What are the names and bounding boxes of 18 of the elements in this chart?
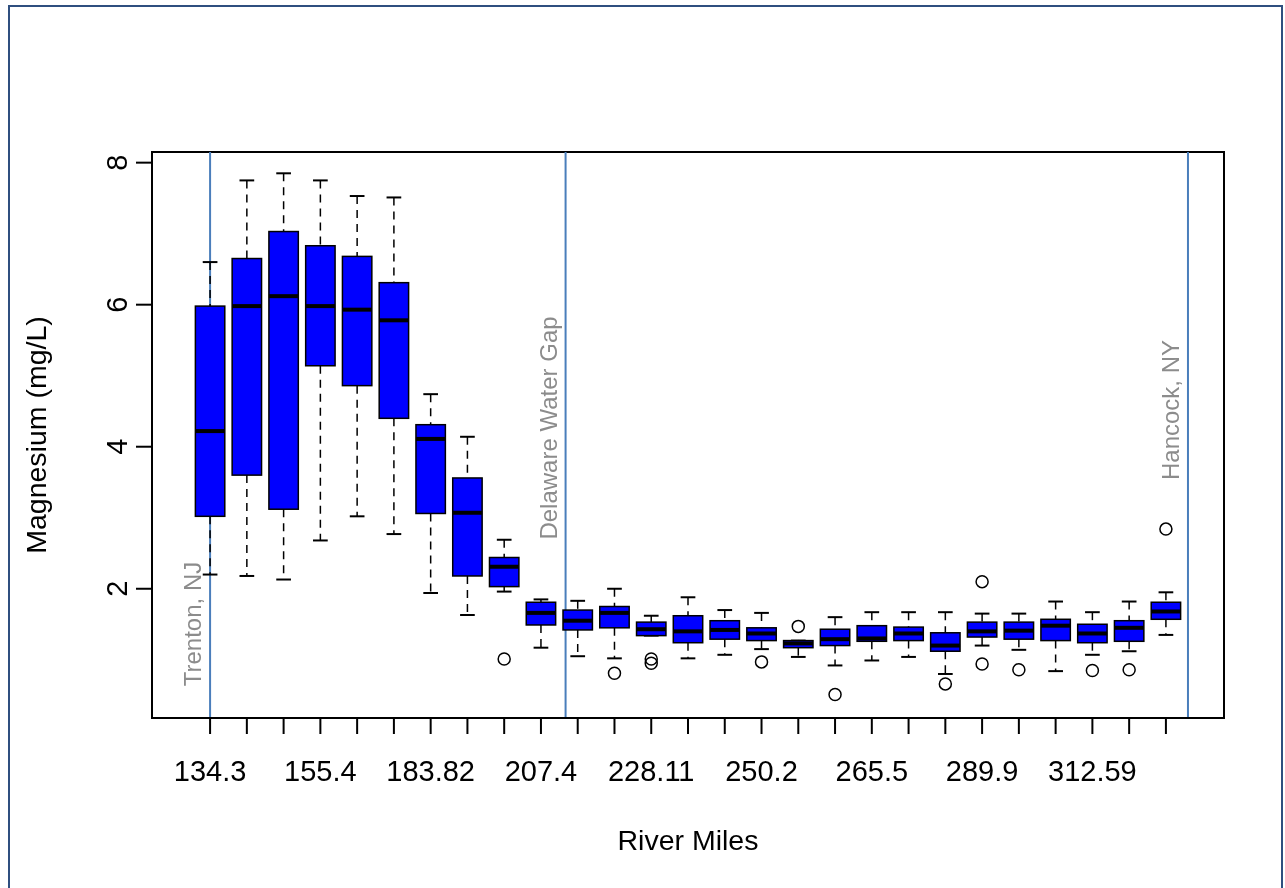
ref-line-label: Trenton, NJ — [179, 561, 207, 687]
y-tick-label: 8 — [101, 154, 133, 171]
x-tick-label: 207.4 — [504, 755, 578, 787]
x-tick-label: 289.9 — [945, 755, 1019, 787]
y-tick-label: 2 — [101, 580, 133, 597]
annotation: Hancock, NY — [1157, 339, 1185, 481]
x-tick-label: 265.5 — [835, 755, 909, 787]
x-tick-label: 183.82 — [386, 755, 476, 787]
y-tick-label: 4 — [101, 438, 133, 455]
x-tick-label: 228.11 — [607, 755, 695, 787]
y-axis-title: Magnesium (mg/L) — [20, 316, 52, 554]
y-tick-label: 6 — [101, 296, 133, 313]
x-tick-label: 250.2 — [725, 755, 798, 787]
x-tick-label: 134.3 — [173, 755, 247, 787]
x-axis-title: River Miles — [617, 824, 759, 856]
annotation: Delaware Water Gap — [534, 316, 562, 540]
x-tick-label: 155.4 — [284, 755, 357, 787]
x-tick-label: 312.59 — [1048, 755, 1137, 787]
